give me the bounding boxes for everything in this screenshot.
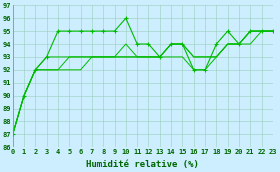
X-axis label: Humidité relative (%): Humidité relative (%) xyxy=(87,160,199,169)
